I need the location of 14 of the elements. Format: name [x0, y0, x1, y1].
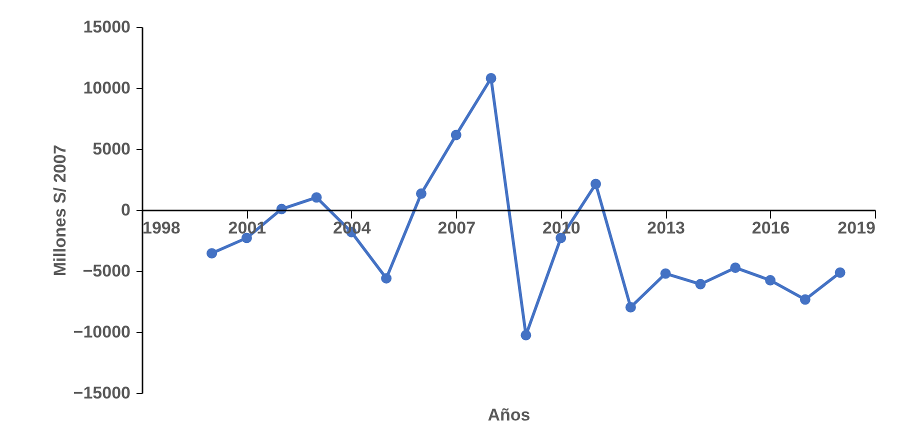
x-axis-title: Años [488, 406, 530, 424]
x-tick-label: 1998 [142, 218, 180, 238]
y-tick-label: 5000 [92, 140, 130, 158]
y-tick-label: 10000 [83, 78, 130, 98]
x-tick-label: 2019 [838, 218, 876, 238]
y-tick-label: −15000 [73, 384, 130, 402]
x-tick-label: 2016 [752, 218, 790, 238]
y-tick-label: 0 [121, 200, 130, 220]
y-axis-title: Millones S/ 2007 [50, 144, 70, 276]
y-tick-label: −10000 [73, 322, 130, 342]
x-tick-label: 2013 [647, 218, 685, 238]
y-tick-label: 15000 [83, 18, 130, 36]
y-tick-label: −5000 [82, 262, 130, 280]
x-tick-label: 2007 [438, 218, 476, 238]
